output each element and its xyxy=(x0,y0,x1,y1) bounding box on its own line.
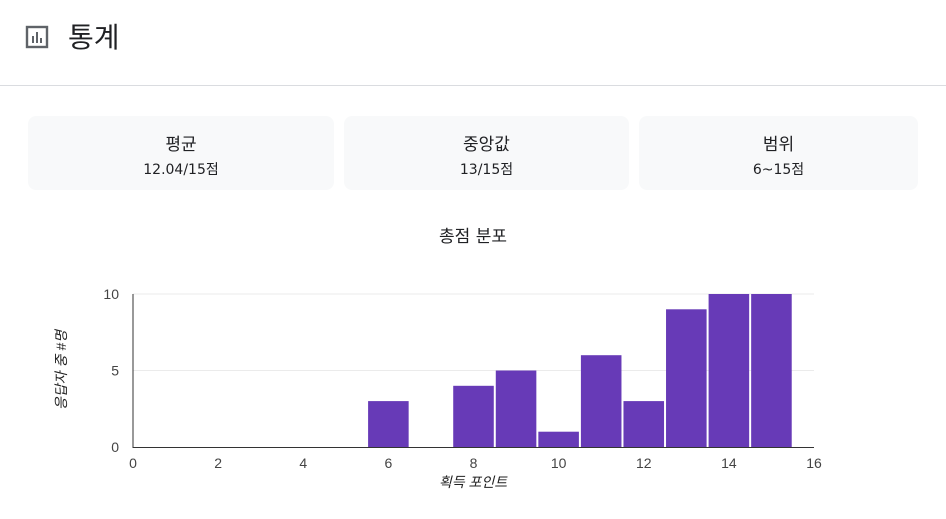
x-tick-label: 14 xyxy=(721,455,737,471)
stat-label: 중앙값 xyxy=(463,135,510,155)
bar xyxy=(666,309,707,447)
chart-title: 총점 분포 xyxy=(439,227,507,247)
header: 통계 xyxy=(0,0,946,86)
x-tick-label: 6 xyxy=(384,455,392,471)
stat-value: 13/15점 xyxy=(459,162,514,178)
page-title: 통계 xyxy=(68,21,120,54)
stat-card-mean: 평균 12.04/15점 xyxy=(28,116,334,190)
stat-value: 12.04/15점 xyxy=(143,162,219,178)
y-tick-label: 5 xyxy=(111,363,119,379)
bar xyxy=(751,294,792,447)
x-tick-label: 10 xyxy=(551,455,567,471)
bar xyxy=(453,385,494,447)
x-tick-label: 4 xyxy=(299,455,307,471)
bar xyxy=(708,294,750,447)
x-tick-label: 16 xyxy=(806,455,822,471)
bar xyxy=(580,355,622,447)
x-tick-label: 12 xyxy=(636,455,652,471)
bar xyxy=(538,431,579,447)
y-tick-label: 0 xyxy=(111,439,119,455)
x-tick-label: 2 xyxy=(214,455,222,471)
stat-card-median: 중앙값 13/15점 xyxy=(344,116,629,190)
bar xyxy=(495,370,537,447)
stat-card-range: 범위 6~15점 xyxy=(639,116,918,190)
y-tick-label: 10 xyxy=(103,286,119,302)
stat-label: 범위 xyxy=(762,135,795,155)
x-axis-label: 획득 포인트 xyxy=(439,474,508,490)
bar xyxy=(623,401,665,447)
stat-value: 6~15점 xyxy=(752,162,805,178)
bar xyxy=(368,401,409,447)
x-tick-label: 0 xyxy=(129,455,137,471)
bar-chart-icon xyxy=(25,25,49,49)
x-tick-label: 8 xyxy=(470,455,478,471)
stat-label: 평균 xyxy=(165,135,197,155)
y-axis-label: 응답자 중 #명 xyxy=(53,328,69,410)
